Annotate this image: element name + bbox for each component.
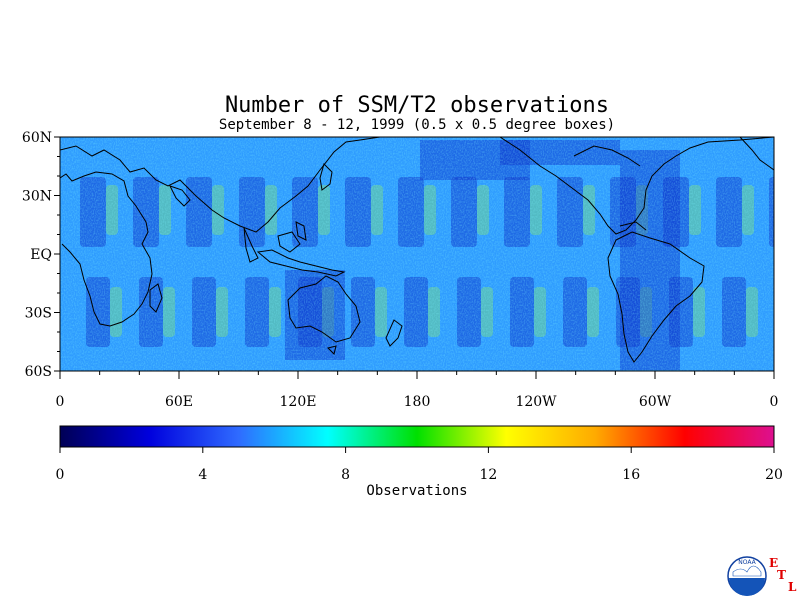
longitude-axis: 0 60E 120E 180 120W 60W 0 bbox=[56, 371, 779, 410]
map-title: Number of SSM/T2 observations bbox=[225, 93, 609, 118]
noaa-logo-text: NOAA bbox=[738, 559, 756, 566]
etl-letter-e: E bbox=[769, 556, 778, 570]
colorbar-tick-label: 4 bbox=[198, 467, 207, 483]
lon-tick-label: 0 bbox=[56, 394, 65, 410]
lon-tick-label: 180 bbox=[404, 394, 431, 410]
colorbar: 0 4 8 12 16 20 Observations bbox=[56, 425, 783, 499]
latitude-axis: 60N 30N EQ 30S 60S bbox=[22, 130, 60, 380]
colorbar-tick-label: 20 bbox=[765, 467, 783, 483]
colorbar-gradient bbox=[59, 425, 775, 448]
swath-band bbox=[795, 185, 800, 235]
lon-tick-label: 0 bbox=[770, 394, 779, 410]
lat-tick-label: 30S bbox=[25, 306, 52, 322]
lat-tick-label: 60N bbox=[22, 130, 52, 146]
colorbar-tick-label: 16 bbox=[622, 467, 640, 483]
colorbar-tick-label: 0 bbox=[56, 467, 65, 483]
lon-tick-label: 60W bbox=[639, 394, 672, 410]
lat-tick-label: 30N bbox=[22, 189, 52, 205]
coastlines bbox=[60, 137, 774, 363]
lat-tick-label: 60S bbox=[25, 364, 52, 380]
colorbar-ticks: 0 4 8 12 16 20 bbox=[56, 447, 783, 483]
lon-tick-label: 120E bbox=[280, 394, 317, 410]
lon-tick-label: 60E bbox=[165, 394, 193, 410]
observation-map bbox=[60, 137, 800, 371]
colorbar-tick-label: 8 bbox=[341, 467, 350, 483]
swath-band bbox=[775, 277, 799, 347]
speckle-texture bbox=[60, 137, 774, 371]
etl-letter-t: T bbox=[777, 568, 786, 582]
lat-tick-label: EQ bbox=[30, 247, 52, 263]
map-subtitle: September 8 - 12, 1999 (0.5 x 0.5 degree… bbox=[219, 117, 615, 133]
lon-tick-label: 120W bbox=[515, 394, 557, 410]
colorbar-label: Observations bbox=[366, 483, 467, 499]
noaa-etl-logo: NOAA E T L bbox=[727, 556, 797, 596]
colorbar-tick-label: 12 bbox=[479, 467, 497, 483]
etl-letter-l: L bbox=[788, 580, 797, 594]
